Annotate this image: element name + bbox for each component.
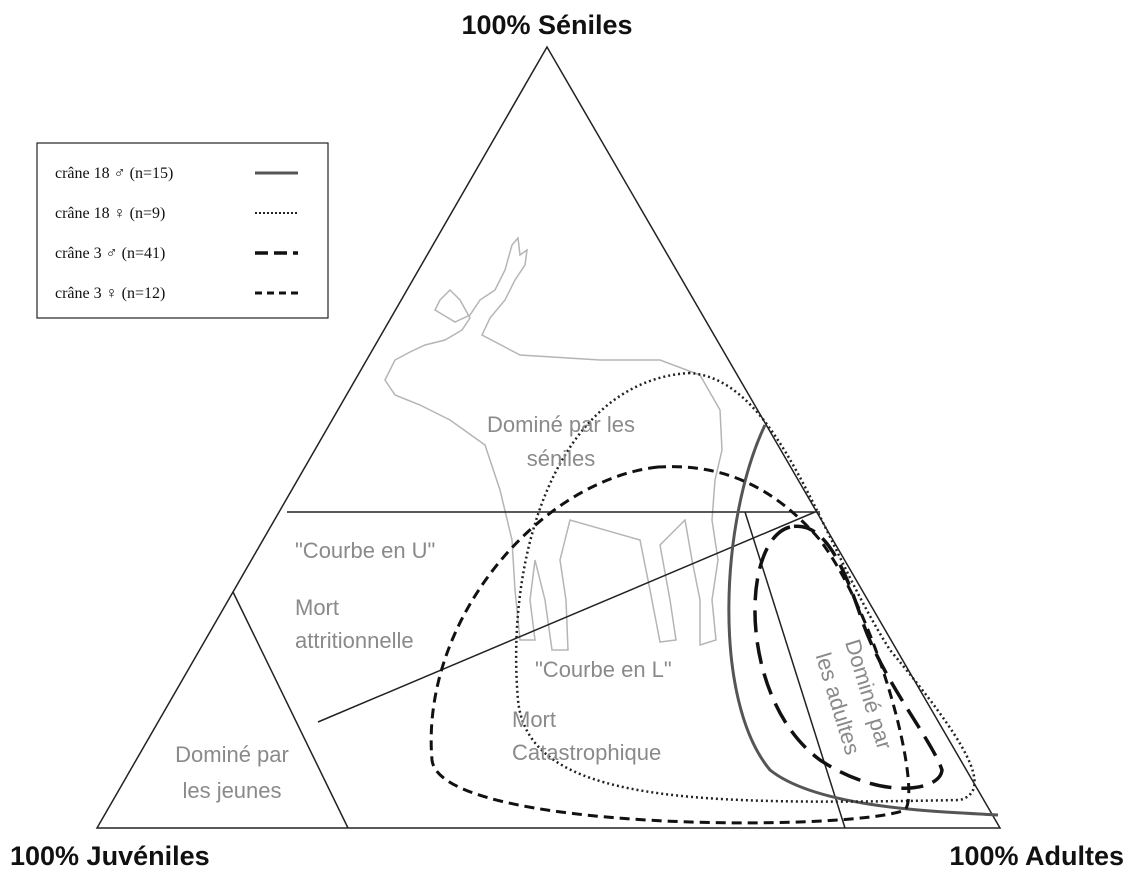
vertex-label: 100% Juvéniles (10, 841, 210, 871)
region-label: Mort (512, 707, 556, 732)
curve-skull18-male (727, 424, 999, 817)
region-label: séniles (527, 446, 595, 471)
region-label: Dominé par les (487, 412, 635, 437)
region-divider (232, 591, 349, 829)
triangle (95, 45, 1002, 829)
curve-skull18-female (514, 371, 976, 803)
legend-label: crâne 3 ♂ (n=41) (55, 245, 165, 262)
legend-label: crâne 18 ♀ (n=9) (55, 205, 165, 222)
region-label: Dominé par (175, 742, 289, 767)
legend-label: crâne 3 ♀ (n=12) (55, 285, 165, 302)
region-label: Mort (295, 595, 339, 620)
region-label: attritionnelle (295, 628, 414, 653)
legend-label: crâne 18 ♂ (n=15) (55, 165, 173, 182)
region-label: "Courbe en L" (535, 657, 672, 682)
curve-skull3-female (429, 465, 911, 825)
region-label: "Courbe en U" (295, 538, 435, 563)
curve-skull3-male (753, 524, 944, 790)
region-label: les jeunes (182, 778, 281, 803)
vertex-label: 100% Séniles (461, 10, 632, 40)
region-label: Catastrophique (512, 740, 661, 765)
deer-silhouette (384, 236, 723, 651)
vertex-label: 100% Adultes (949, 841, 1124, 871)
